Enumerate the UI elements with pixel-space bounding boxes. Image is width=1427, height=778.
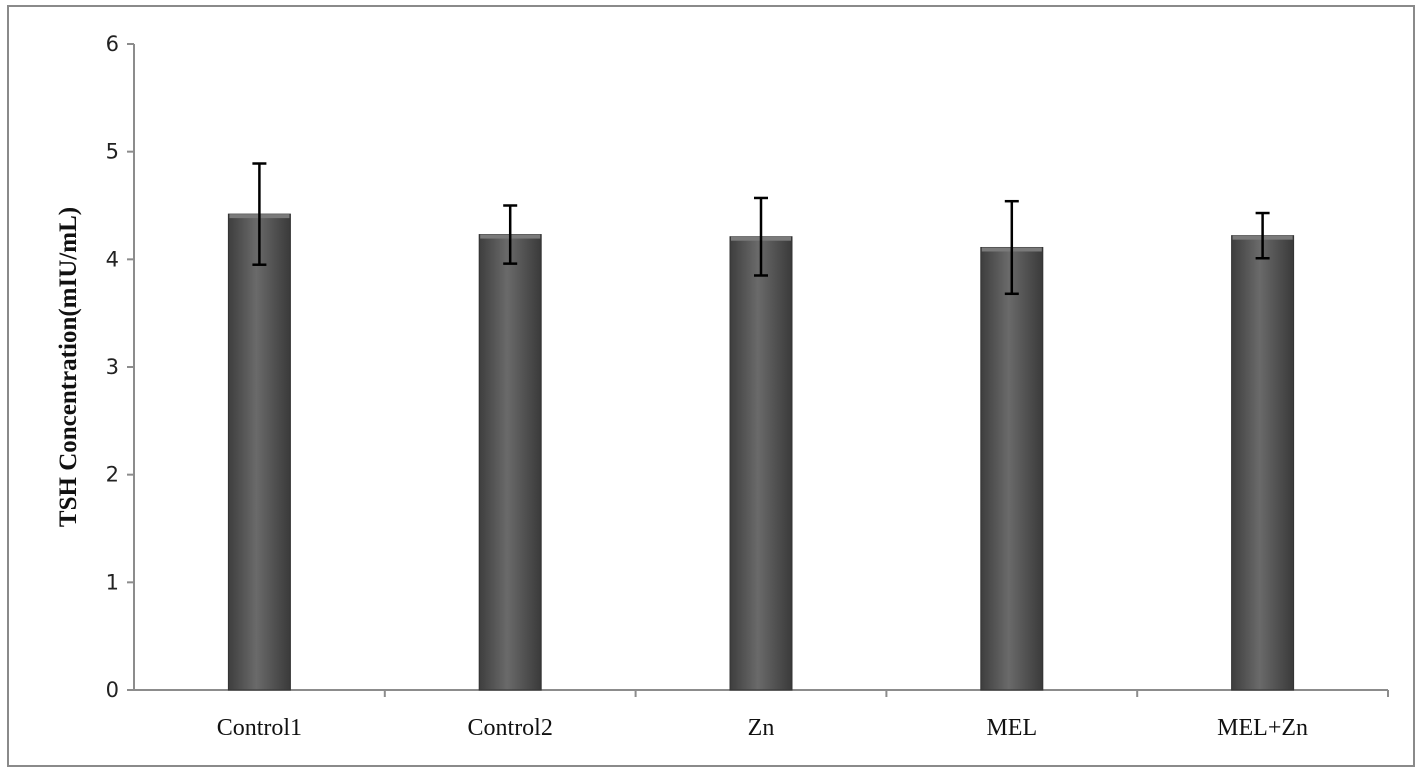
- bar-control2: [478, 234, 542, 691]
- bars: [227, 213, 1295, 691]
- y-tick-label: 3: [106, 355, 119, 379]
- bar-control1: [227, 213, 291, 691]
- y-tick-label: 6: [106, 32, 119, 56]
- x-category-label: MEL+Zn: [1217, 715, 1308, 741]
- x-category-label: Zn: [748, 715, 775, 741]
- bar-zn: [729, 236, 793, 691]
- y-tick-label: 4: [106, 247, 119, 271]
- x-category-label: Control2: [468, 715, 553, 741]
- y-tick-label: 1: [106, 570, 119, 594]
- y-axis-title: TSH Concentration(mIU/mL): [55, 207, 82, 527]
- error-bars: [252, 162, 1270, 296]
- y-tick-label: 5: [106, 140, 119, 164]
- y-tick-label: 0: [106, 678, 119, 702]
- bar-mel: [980, 246, 1044, 691]
- x-category-label: MEL: [986, 715, 1037, 741]
- labels: 0 1 2 3 4 5 6 Control1 Control2 Zn MEL MEL+Zn: [106, 32, 1308, 741]
- x-category-label: Control1: [217, 715, 302, 741]
- bar-mel-zn: [1231, 235, 1295, 691]
- y-tick-label: 2: [106, 463, 119, 487]
